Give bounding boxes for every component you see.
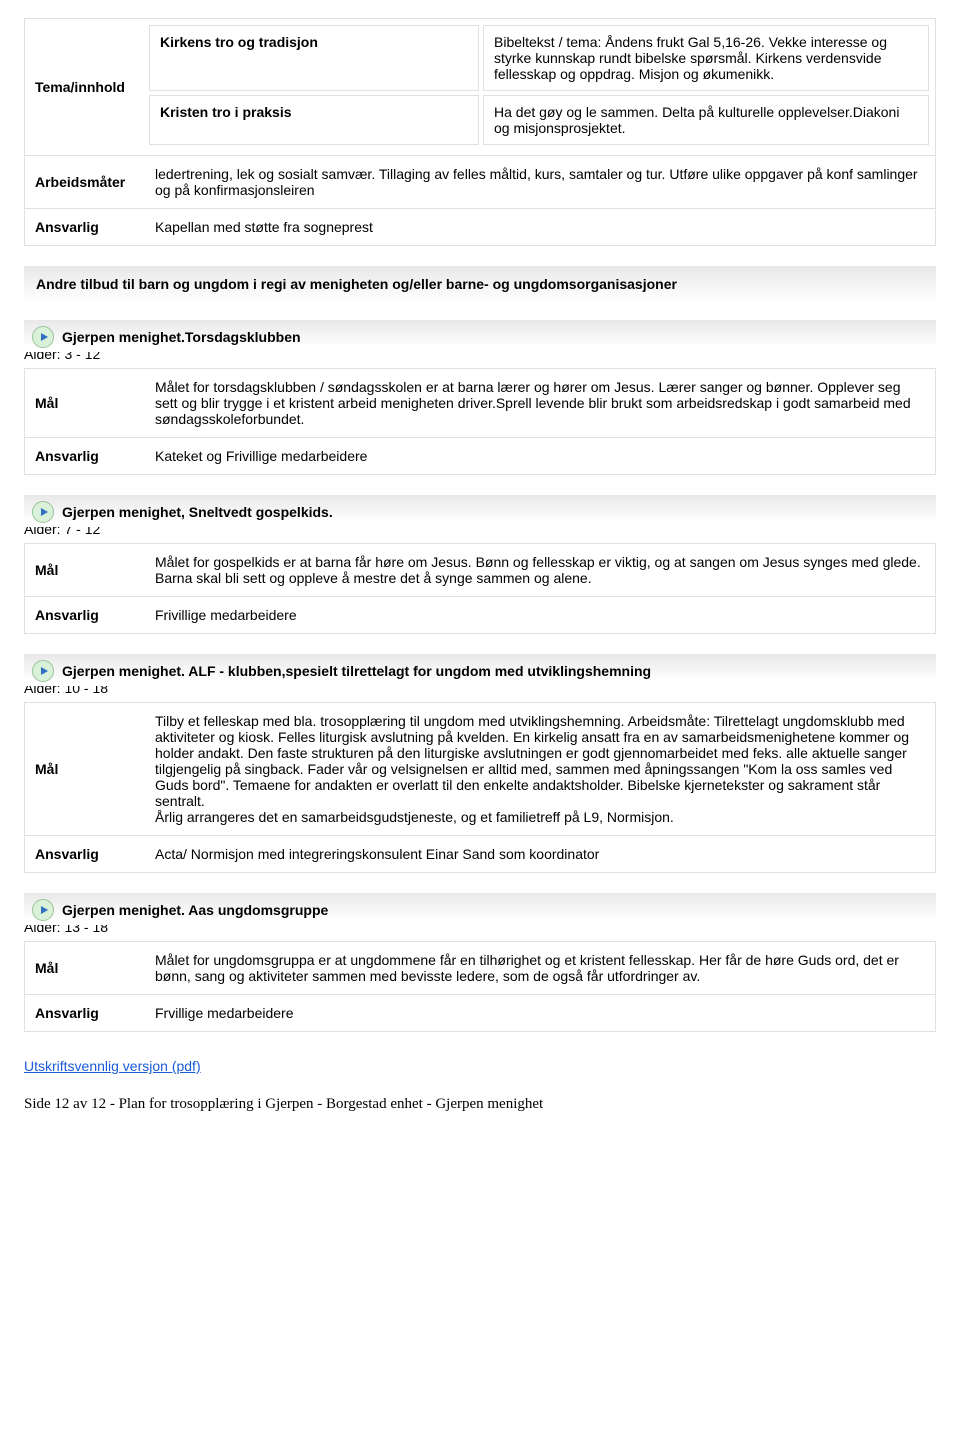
ansvarlig-row: AnsvarligKateket og Frivillige medarbeid… [25,438,935,474]
group-header: Gjerpen menighet. Aas ungdomsgruppe [24,893,936,925]
ansvarlig-content: Frivillige medarbeidere [143,597,935,633]
group-block: MålMålet for torsdagsklubben / søndagssk… [24,368,936,475]
mal-label: Mål [25,703,143,835]
ansvarlig-row-top: Ansvarlig Kapellan med støtte fra sognep… [25,209,935,245]
tema-pair-0: Kirkens tro og tradisjon Bibeltekst / te… [149,25,929,95]
mal-content: Målet for gospelkids er at barna får hør… [143,544,935,596]
ansvarlig-row: AnsvarligFrvillige medarbeidere [25,995,935,1031]
tema-pair-1-left: Kristen tro i praksis [149,95,479,145]
play-icon-triangle [41,508,48,516]
mal-row: MålMålet for torsdagsklubben / søndagssk… [25,369,935,438]
ansvarlig-content: Frvillige medarbeidere [143,995,935,1031]
tema-pair-0-right: Bibeltekst / tema: Åndens frukt Gal 5,16… [483,25,929,91]
mal-label: Mål [25,544,143,596]
group-block: MålTilby et felleskap med bla. trosopplæ… [24,702,936,873]
ansvarlig-content-top: Kapellan med støtte fra sogneprest [143,209,935,245]
ansvarlig-row: AnsvarligFrivillige medarbeidere [25,597,935,633]
page-footer: Side 12 av 12 - Plan for trosopplæring i… [24,1096,936,1113]
ansvarlig-content: Acta/ Normisjon med integreringskonsulen… [143,836,935,872]
mal-row: MålTilby et felleskap med bla. trosopplæ… [25,703,935,836]
group-title: Gjerpen menighet. Aas ungdomsgruppe [62,902,328,918]
ansvarlig-label: Ansvarlig [25,597,143,633]
ansvarlig-label-top: Ansvarlig [25,209,143,245]
tema-pair-1-right: Ha det gøy og le sammen. Delta på kultur… [483,95,929,145]
tema-content: Kirkens tro og tradisjon Bibeltekst / te… [143,19,935,155]
play-icon-triangle [41,667,48,675]
play-icon [32,660,54,682]
group-header: Gjerpen menighet. ALF - klubben,spesielt… [24,654,936,686]
play-icon [32,501,54,523]
group-title-line: Gjerpen menighet. Aas ungdomsgruppe [32,899,928,921]
group-header: Gjerpen menighet, Sneltvedt gospelkids. [24,495,936,527]
group-title: Gjerpen menighet.Torsdagsklubben [62,329,301,345]
group-block: MålMålet for gospelkids er at barna får … [24,543,936,634]
ansvarlig-content: Kateket og Frivillige medarbeidere [143,438,935,474]
group-title-line: Gjerpen menighet.Torsdagsklubben [32,326,928,348]
group-title-line: Gjerpen menighet. ALF - klubben,spesielt… [32,660,928,682]
mal-content: Målet for ungdomsgruppa er at ungdommene… [143,942,935,994]
section-header: Andre tilbud til barn og ungdom i regi a… [24,266,936,302]
tema-pair-0-left: Kirkens tro og tradisjon [149,25,479,91]
arbeidsmater-row: Arbeidsmåter ledertrening, lek og sosial… [25,156,935,209]
tema-row: Tema/innhold Kirkens tro og tradisjon Bi… [25,19,935,156]
mal-label: Mål [25,369,143,437]
tema-pair-1: Kristen tro i praksis Ha det gøy og le s… [149,95,929,149]
pdf-link[interactable]: Utskriftsvennlig versjon (pdf) [24,1058,201,1074]
ansvarlig-label: Ansvarlig [25,995,143,1031]
ansvarlig-label: Ansvarlig [25,438,143,474]
arbeidsmater-label: Arbeidsmåter [25,156,143,208]
arbeidsmater-content: ledertrening, lek og sosialt samvær. Til… [143,156,935,208]
group-title: Gjerpen menighet. ALF - klubben,spesielt… [62,663,651,679]
group-block: MålMålet for ungdomsgruppa er at ungdomm… [24,941,936,1032]
play-icon-triangle [41,333,48,341]
group-header: Gjerpen menighet.Torsdagsklubben [24,320,936,352]
mal-content: Målet for torsdagsklubben / søndagsskole… [143,369,935,437]
play-icon [32,899,54,921]
tema-block: Tema/innhold Kirkens tro og tradisjon Bi… [24,18,936,246]
group-title-line: Gjerpen menighet, Sneltvedt gospelkids. [32,501,928,523]
mal-row: MålMålet for gospelkids er at barna får … [25,544,935,597]
play-icon [32,326,54,348]
tema-label: Tema/innhold [25,19,143,155]
mal-row: MålMålet for ungdomsgruppa er at ungdomm… [25,942,935,995]
mal-content: Tilby et felleskap med bla. trosopplærin… [143,703,935,835]
group-title: Gjerpen menighet, Sneltvedt gospelkids. [62,504,333,520]
play-icon-triangle [41,906,48,914]
ansvarlig-row: AnsvarligActa/ Normisjon med integrering… [25,836,935,872]
ansvarlig-label: Ansvarlig [25,836,143,872]
mal-label: Mål [25,942,143,994]
